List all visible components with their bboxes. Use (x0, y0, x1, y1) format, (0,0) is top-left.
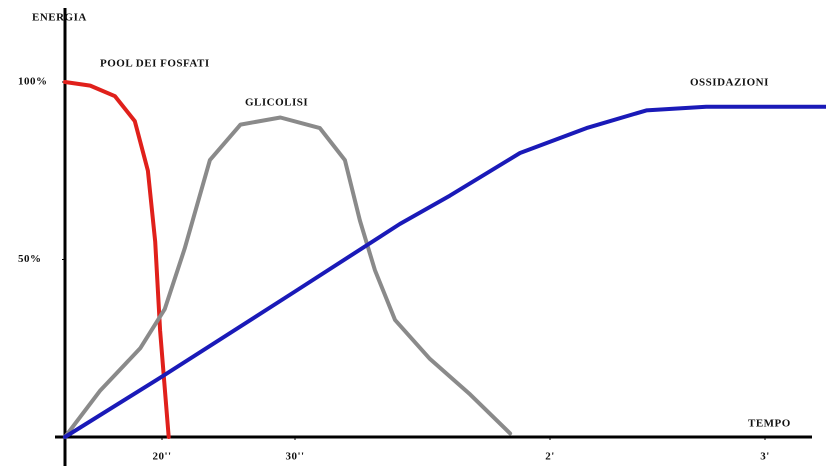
x-tick-label: 20'' (152, 451, 171, 463)
x-tick-label: 3' (760, 451, 770, 463)
series-label: OSSIDAZIONI (690, 77, 769, 89)
x-tick-label: 2' (545, 451, 555, 463)
series-line (63, 115, 513, 439)
x-axis-label: TEMPO (748, 418, 791, 430)
y-axis-label: ENERGIA (32, 12, 87, 24)
x-tick-label: 30'' (285, 451, 304, 463)
y-tick-label: 50% (18, 253, 42, 265)
y-tick-label: 100% (18, 76, 48, 88)
series-label: GLICOLISI (245, 97, 308, 109)
series-label: POOL DEI FOSFATI (100, 58, 210, 70)
series-line (63, 104, 826, 439)
